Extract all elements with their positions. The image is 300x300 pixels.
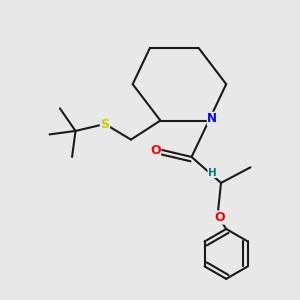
Text: S: S (100, 118, 109, 130)
Text: N: N (207, 112, 218, 125)
Text: O: O (150, 143, 160, 157)
Text: H: H (208, 167, 217, 178)
Text: O: O (214, 211, 225, 224)
